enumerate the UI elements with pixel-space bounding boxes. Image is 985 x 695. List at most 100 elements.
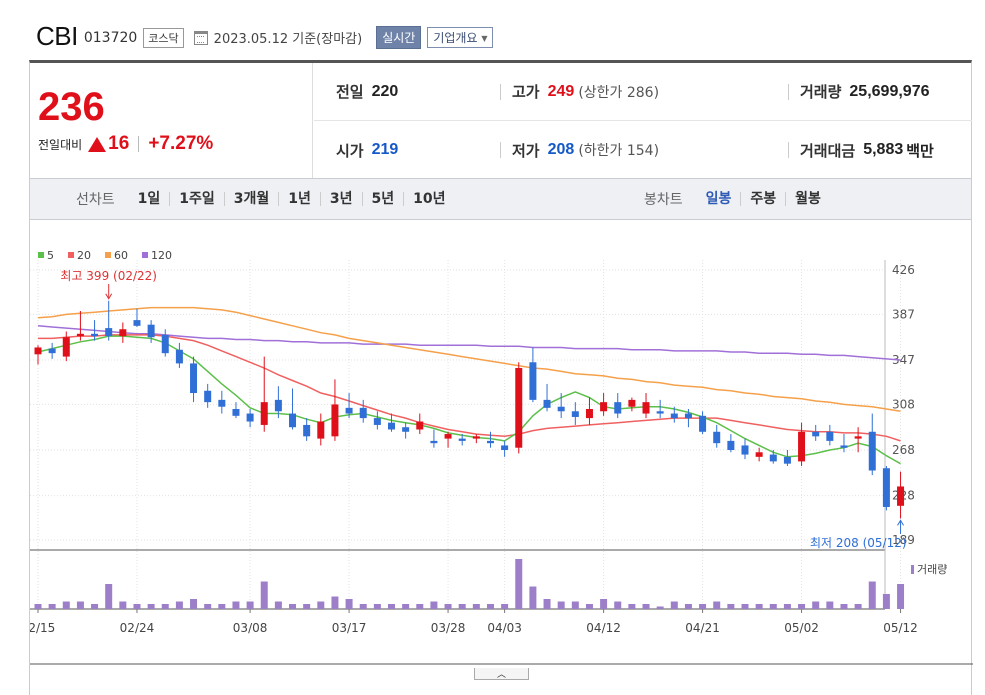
change-label: 전일대비 <box>38 137 83 152</box>
divider <box>788 142 789 158</box>
candle-body <box>345 407 353 414</box>
volume-bar <box>501 604 509 609</box>
stock-name: CBI <box>36 20 78 51</box>
volume-bar <box>543 599 551 609</box>
candle-body <box>486 440 494 444</box>
volume-bar <box>161 604 169 609</box>
tab-1w[interactable]: 1주일 <box>169 192 224 206</box>
volume-bar <box>812 601 820 609</box>
volume-bar <box>614 601 622 609</box>
candle-body <box>472 436 480 439</box>
volume-bar <box>826 601 834 609</box>
candle-body <box>501 445 509 450</box>
legend-swatch <box>68 252 74 258</box>
line-chart-tabs: 선차트 1일 1주일 3개월 1년 3년 5년 10년 <box>76 179 455 219</box>
company-overview-label: 기업개요 <box>433 31 478 45</box>
low-price: 저가 208 (하한가 154) <box>512 140 659 161</box>
tab-3y[interactable]: 3년 <box>319 192 362 206</box>
tab-monthly[interactable]: 월봉 <box>785 192 830 206</box>
candle-body <box>741 445 749 455</box>
volume-bar <box>331 596 339 609</box>
volume-value: 25,699,976 <box>849 82 930 100</box>
x-tick-label: 02/24 <box>120 621 155 635</box>
y-tick-label: 189 <box>892 533 915 547</box>
candle-body <box>614 402 622 414</box>
x-tick-label: 04/12 <box>586 621 621 635</box>
collapse-toggle-button[interactable]: ︿ <box>474 668 529 680</box>
volume-bar <box>402 604 410 609</box>
candle-body <box>147 324 155 338</box>
x-tick-label: 05/12 <box>883 621 918 635</box>
price-box: 236 전일대비 16 +7.27% <box>30 63 313 178</box>
price-change: 전일대비 16 +7.27% <box>38 133 213 155</box>
prev-close-value: 220 <box>371 82 399 100</box>
volume-bar <box>571 601 579 609</box>
candle-body <box>515 367 523 448</box>
candle-body <box>105 328 113 337</box>
volume-bar <box>840 604 848 609</box>
calendar-icon <box>193 31 208 45</box>
x-tick-label: 02/15 <box>30 621 55 635</box>
candle-body <box>798 431 806 462</box>
tab-10y[interactable]: 10년 <box>403 192 454 206</box>
candle-body <box>571 411 579 417</box>
tab-1d[interactable]: 1일 <box>137 191 161 207</box>
lower-limit: (하한가 154) <box>578 143 660 159</box>
candle-body <box>246 413 254 422</box>
current-price: 236 <box>38 85 105 129</box>
tab-5y[interactable]: 5년 <box>361 192 404 206</box>
high-value: 249 <box>547 82 575 100</box>
x-tick-label: 04/03 <box>487 621 522 635</box>
y-tick-label: 268 <box>892 443 915 457</box>
candle-body <box>62 337 70 357</box>
change-value: 16 <box>108 133 130 154</box>
ma120-line <box>37 325 901 361</box>
low-annotation: 최저 208 (05/12) <box>810 536 907 550</box>
volume-bar <box>317 601 325 609</box>
change-percent: +7.27% <box>148 133 214 154</box>
legend-label: 120 <box>151 249 172 262</box>
candle-body <box>48 348 56 354</box>
volume-bar <box>34 604 42 609</box>
volume-bar <box>91 604 99 609</box>
candle-body <box>812 431 820 437</box>
quote-panel: 236 전일대비 16 +7.27% 전일 220 고가 249 (상한가 28… <box>29 60 972 178</box>
legend-swatch <box>105 252 111 258</box>
volume: 거래량 25,699,976 <box>800 81 929 102</box>
volume-bar <box>713 601 721 609</box>
upper-limit: (상한가 286) <box>578 84 660 101</box>
divider <box>788 83 789 100</box>
candle-body <box>218 399 226 407</box>
base-date: 2023.05.12 기준(장마감) <box>213 32 363 47</box>
candle-body <box>274 399 282 412</box>
realtime-button[interactable]: 실시간 <box>376 26 422 49</box>
candle-body <box>854 436 862 439</box>
candle-body <box>897 486 905 506</box>
candle-body <box>373 418 381 425</box>
amount-unit: 백만 <box>906 141 934 160</box>
quote-row-1: 전일 220 고가 249 (상한가 286) 거래량 25,699,976 <box>314 63 972 121</box>
tab-3m[interactable]: 3개월 <box>223 192 279 206</box>
prev-close-label: 전일 <box>336 83 364 101</box>
company-overview-button[interactable]: 기업개요 ▼ <box>427 27 494 48</box>
divider <box>500 83 501 100</box>
volume-bar <box>373 604 381 609</box>
candle-body <box>783 456 791 464</box>
candle-body <box>713 431 721 444</box>
candle-body <box>175 349 183 364</box>
tab-weekly[interactable]: 주봉 <box>740 192 785 206</box>
volume-bar <box>260 581 268 609</box>
x-tick-label: 03/08 <box>233 621 268 635</box>
amount-label: 거래대금 <box>800 141 856 160</box>
candle-body <box>76 333 84 337</box>
divider <box>500 142 501 158</box>
tab-daily[interactable]: 일봉 <box>705 191 732 207</box>
x-tick-label: 04/21 <box>685 621 720 635</box>
volume-bar <box>204 604 212 609</box>
tab-1y[interactable]: 1년 <box>278 192 320 206</box>
ma5-line <box>37 335 901 465</box>
divider <box>138 136 140 152</box>
high-annotation: 최고 399 (02/22) <box>60 269 157 283</box>
candle-body <box>34 347 42 355</box>
candle-body <box>388 422 395 430</box>
